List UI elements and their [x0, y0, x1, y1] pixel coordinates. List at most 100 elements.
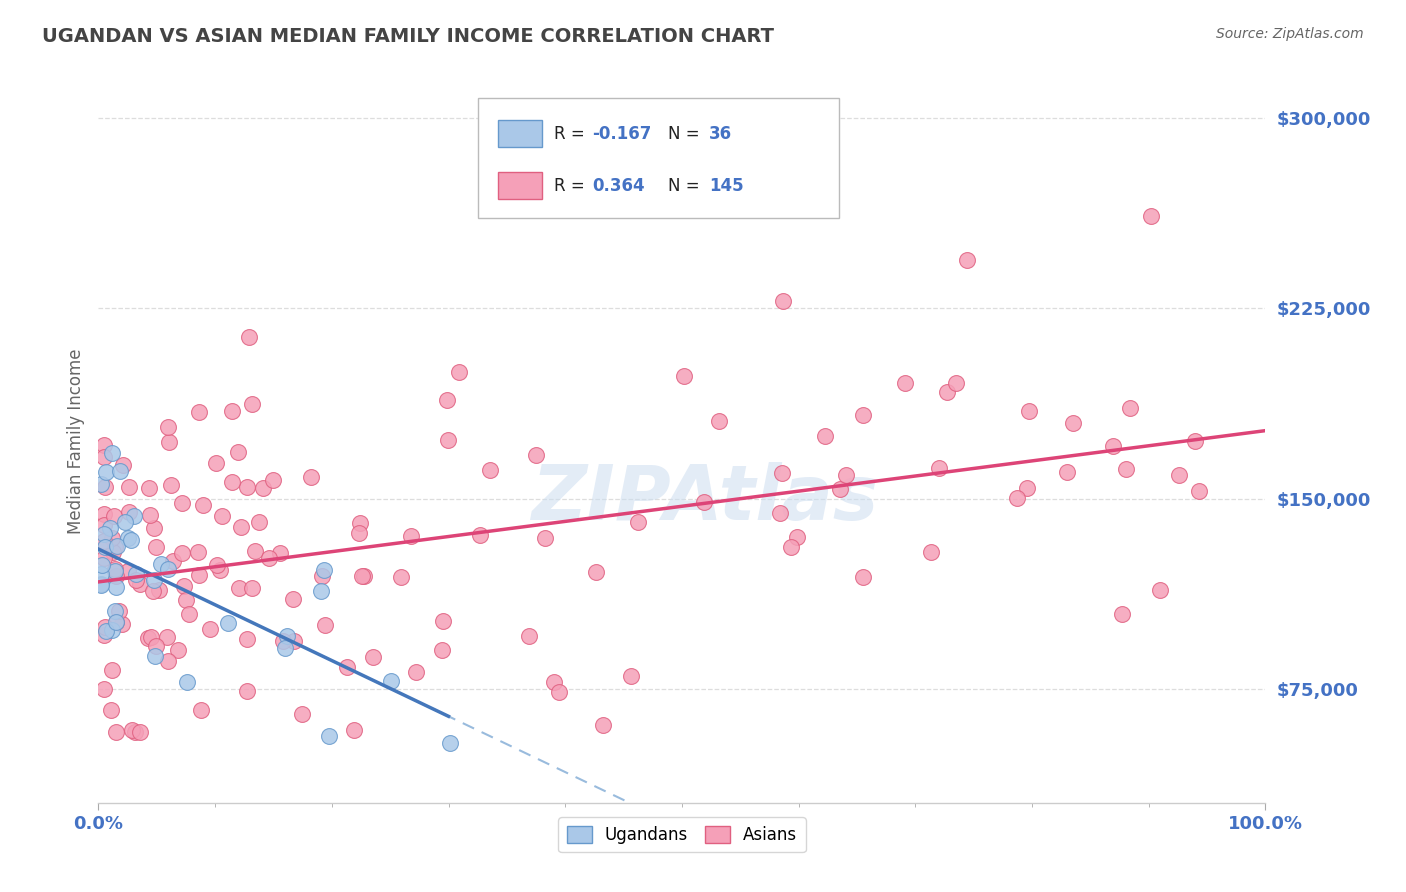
- Point: [90, 577, 112, 591]
- Point: [828, 482, 851, 496]
- Point: [432, 615, 454, 629]
- Point: [156, 630, 179, 644]
- Point: [145, 640, 167, 654]
- Point: [769, 506, 792, 520]
- Point: [104, 724, 127, 739]
- Point: [93, 534, 115, 549]
- Point: [90, 567, 112, 582]
- Point: [218, 615, 240, 630]
- Point: [236, 480, 259, 494]
- Point: [170, 546, 193, 560]
- Point: [105, 580, 128, 594]
- Point: [772, 294, 794, 309]
- Point: [343, 723, 366, 737]
- Point: [128, 577, 150, 591]
- Text: 36: 36: [709, 125, 733, 143]
- Bar: [498, 172, 541, 200]
- Point: [117, 531, 139, 545]
- Point: [430, 643, 453, 657]
- Point: [627, 516, 650, 530]
- Point: [229, 520, 252, 534]
- Point: [157, 562, 180, 576]
- Point: [835, 467, 858, 482]
- Point: [125, 574, 148, 588]
- Point: [177, 607, 200, 622]
- Point: [103, 509, 125, 524]
- FancyBboxPatch shape: [478, 98, 839, 218]
- Point: [104, 615, 127, 630]
- Point: [105, 539, 128, 553]
- Point: [380, 673, 402, 688]
- Point: [524, 448, 547, 462]
- Text: R =: R =: [554, 125, 589, 143]
- Point: [104, 565, 127, 579]
- Point: [93, 550, 115, 565]
- Point: [205, 456, 228, 470]
- Point: [1062, 416, 1084, 430]
- Point: [139, 508, 162, 523]
- Point: [174, 592, 197, 607]
- Point: [363, 650, 385, 665]
- Point: [920, 545, 942, 559]
- Point: [242, 397, 264, 411]
- Point: [100, 703, 122, 717]
- Point: [935, 385, 957, 400]
- Text: R =: R =: [554, 177, 589, 194]
- Point: [273, 633, 295, 648]
- Point: [198, 622, 221, 636]
- Point: [93, 438, 115, 452]
- Point: [693, 495, 716, 509]
- Point: [1018, 404, 1040, 418]
- Point: [1184, 434, 1206, 448]
- Point: [187, 405, 209, 419]
- Point: [291, 706, 314, 721]
- Point: [138, 631, 160, 645]
- Point: [1102, 439, 1125, 453]
- Text: N =: N =: [668, 125, 704, 143]
- Point: [156, 420, 179, 434]
- Point: [129, 724, 152, 739]
- Point: [190, 703, 212, 717]
- Point: [247, 515, 270, 529]
- Point: [318, 729, 340, 743]
- Point: [145, 541, 167, 555]
- Point: [1119, 401, 1142, 415]
- Point: [534, 531, 557, 545]
- Point: [125, 567, 148, 582]
- Point: [104, 568, 127, 582]
- Point: [121, 723, 143, 737]
- Point: [93, 450, 115, 464]
- Point: [852, 570, 875, 584]
- Point: [118, 504, 141, 518]
- Point: [226, 445, 249, 459]
- Point: [1139, 209, 1161, 223]
- Point: [439, 736, 461, 750]
- Point: [111, 458, 134, 472]
- Point: [142, 584, 165, 599]
- Point: [276, 629, 298, 643]
- Point: [928, 461, 950, 475]
- Point: [437, 433, 460, 447]
- Point: [1188, 483, 1211, 498]
- Point: [281, 592, 304, 607]
- Point: [101, 446, 124, 460]
- Point: [1056, 465, 1078, 479]
- Point: [221, 404, 243, 418]
- Point: [93, 541, 115, 555]
- Point: [262, 473, 284, 487]
- Point: [148, 582, 170, 597]
- Text: Source: ZipAtlas.com: Source: ZipAtlas.com: [1216, 27, 1364, 41]
- Point: [352, 569, 374, 583]
- Point: [592, 718, 614, 732]
- Point: [228, 581, 250, 595]
- Point: [142, 520, 165, 534]
- Point: [399, 529, 422, 543]
- Point: [104, 604, 127, 618]
- Point: [160, 478, 183, 492]
- Point: [252, 481, 274, 495]
- Point: [1168, 468, 1191, 483]
- Point: [436, 393, 458, 408]
- Point: [309, 584, 332, 599]
- Point: [236, 684, 259, 698]
- Point: [242, 581, 264, 595]
